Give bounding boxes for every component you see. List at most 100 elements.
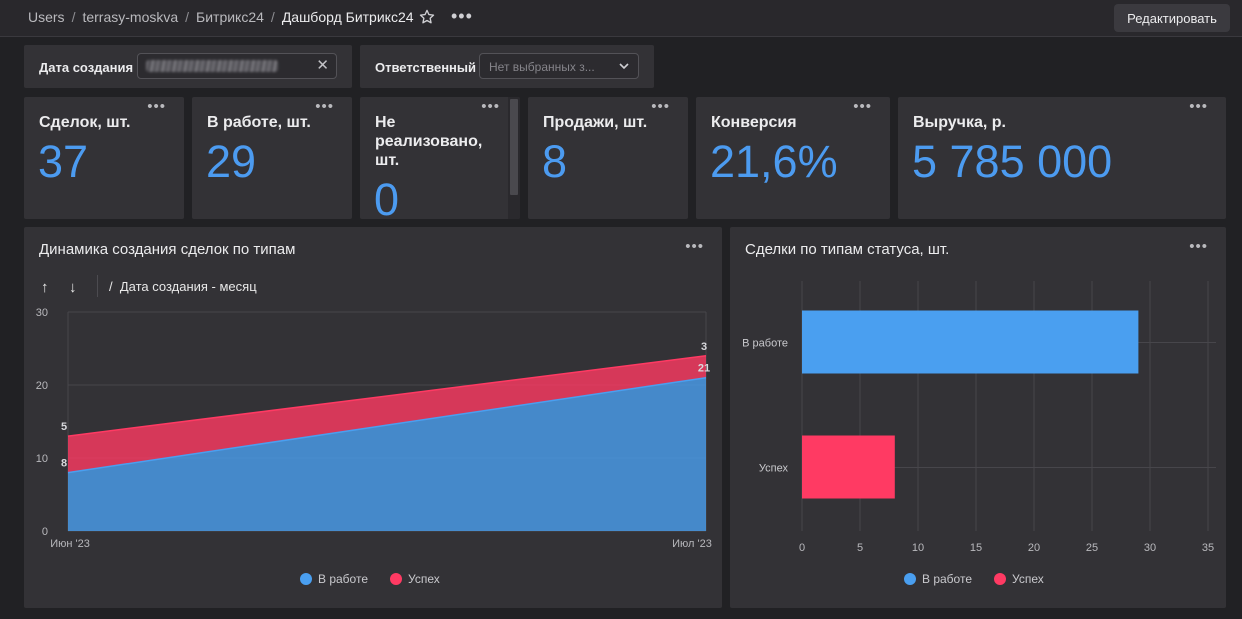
more-icon[interactable]: ••• — [853, 98, 872, 115]
legend-label: Успех — [1012, 572, 1044, 586]
kpi-card-revenue: ••• Выручка, р. 5 785 000 — [898, 97, 1226, 219]
more-icon[interactable]: ••• — [1189, 98, 1208, 115]
data-label: 5 — [61, 421, 67, 433]
legend-swatch — [300, 573, 312, 585]
legend-swatch — [904, 573, 916, 585]
panel-title: Динамика создания сделок по типам — [39, 241, 296, 258]
legend-label: Успех — [408, 572, 440, 586]
y-category-label: Успех — [759, 463, 789, 475]
scrollbar[interactable] — [508, 97, 520, 219]
breadcrumb-current: Дашборд Битрикс24 — [281, 9, 414, 25]
area-series-0 — [68, 377, 706, 531]
kpi-title: Сделок, шт. — [39, 114, 131, 131]
more-icon[interactable]: ••• — [1189, 238, 1208, 255]
kpi-value: 8 — [542, 136, 568, 187]
kpi-value: 21,6% — [710, 136, 838, 187]
more-icon[interactable]: ••• — [147, 98, 166, 115]
date-range-value — [146, 60, 278, 72]
kpi-card-deals: ••• Сделок, шт. 37 — [24, 97, 184, 219]
scrollbar-thumb[interactable] — [510, 99, 518, 195]
chart-legend: В работе Успех — [904, 572, 1044, 586]
kpi-card-not-realized: ••• Не реализовано, шт. 0 — [360, 97, 520, 219]
breadcrumb-separator: / — [270, 9, 275, 25]
series-line-0 — [67, 376, 707, 474]
breadcrumb-workbook[interactable]: terrasy-moskva — [82, 9, 179, 25]
breadcrumb-separator: / — [185, 9, 190, 25]
kpi-card-sales: ••• Продажи, шт. 8 — [528, 97, 688, 219]
kpi-value: 0 — [374, 174, 400, 220]
more-icon[interactable]: ••• — [451, 6, 473, 26]
legend-item-in-progress[interactable]: В работе — [904, 572, 972, 586]
kpi-title: Продажи, шт. — [543, 114, 648, 131]
legend-item-success[interactable]: Успех — [994, 572, 1044, 586]
divider — [97, 275, 98, 297]
x-tick-label: Июл '23 — [672, 538, 712, 550]
bar-chart-panel: Сделки по типам статуса, шт. ••• 0 5 10 15 2… — [730, 227, 1226, 608]
x-tick-label: 30 — [1144, 542, 1156, 554]
x-tick-label: 15 — [970, 542, 982, 554]
kpi-card-in-progress: ••• В работе, шт. 29 — [192, 97, 352, 219]
created-date-input[interactable]: ✕ — [137, 53, 337, 79]
y-tick-label: 20 — [36, 380, 48, 392]
edit-button[interactable]: Редактировать — [1114, 4, 1230, 32]
kpi-value: 29 — [206, 136, 257, 187]
more-icon[interactable]: ••• — [685, 238, 704, 255]
more-icon[interactable]: ••• — [651, 98, 670, 115]
top-bar: Users / terrasy-moskva / Битрикс24 / Дашборд Б… — [0, 0, 1242, 37]
series-line-1 — [67, 355, 707, 437]
area-series-1 — [68, 355, 706, 473]
legend-item-success[interactable]: Успех — [390, 572, 440, 586]
star-icon[interactable] — [418, 8, 436, 26]
bar-1 — [802, 435, 895, 499]
area-chart: 0 10 20 30 8 21 5 3 Июн '23 Июл '23 — [36, 307, 712, 550]
more-icon[interactable]: ••• — [481, 98, 500, 115]
legend-swatch — [994, 573, 1007, 585]
y-tick-label: 0 — [42, 526, 48, 538]
chevron-down-icon — [619, 63, 629, 70]
x-tick-label: 0 — [799, 542, 805, 554]
drill-label: Дата создания - месяц — [119, 279, 257, 294]
y-tick-label: 10 — [36, 453, 48, 465]
sort-down-icon[interactable]: ↓ — [69, 279, 77, 296]
sort-up-icon[interactable]: ↑ — [41, 279, 49, 296]
breadcrumb-separator: / — [71, 9, 76, 25]
x-tick-label: 10 — [912, 542, 924, 554]
bar-chart: 0 5 10 15 20 25 30 35 В работе Успех — [742, 281, 1216, 554]
breadcrumb-folder[interactable]: Битрикс24 — [196, 9, 264, 25]
kpi-title: Не реализовано, шт. — [375, 114, 483, 169]
breadcrumb-users[interactable]: Users — [28, 9, 65, 25]
y-category-label: В работе — [742, 338, 788, 350]
more-icon[interactable]: ••• — [315, 98, 334, 115]
kpi-title: В работе, шт. — [207, 114, 311, 131]
data-label: 21 — [698, 363, 710, 375]
kpi-value: 5 785 000 — [912, 136, 1113, 187]
responsible-placeholder: Нет выбранных з... — [489, 60, 595, 74]
legend-label: В работе — [318, 572, 369, 586]
panel-title: Сделки по типам статуса, шт. — [745, 241, 950, 258]
legend-swatch — [390, 573, 403, 585]
data-label: 8 — [61, 458, 67, 470]
x-tick-label: 35 — [1202, 542, 1214, 554]
bar-0 — [802, 310, 1139, 374]
data-label: 3 — [701, 341, 707, 353]
responsible-select[interactable]: Нет выбранных з... — [479, 53, 639, 79]
breadcrumb: Users / terrasy-moskva / Битрикс24 / Дашборд Б… — [28, 9, 414, 25]
kpi-value: 37 — [38, 136, 89, 187]
kpi-card-conversion: ••• Конверсия 21,6% — [696, 97, 890, 219]
area-chart-panel: Динамика создания сделок по типам ••• ↑ … — [24, 227, 722, 608]
legend-item-in-progress[interactable]: В работе — [300, 572, 368, 586]
close-icon[interactable]: ✕ — [316, 57, 329, 74]
x-tick-label: Июн '23 — [50, 538, 90, 550]
x-tick-label: 25 — [1086, 542, 1098, 554]
y-tick-label: 30 — [36, 307, 48, 319]
legend-label: В работе — [922, 572, 973, 586]
x-tick-label: 20 — [1028, 542, 1040, 554]
chart-legend: В работе Успех — [300, 572, 440, 586]
filter-created-label: Дата создания — [39, 60, 134, 75]
drill-path[interactable]: / Дата создания - месяц — [109, 279, 257, 294]
kpi-title: Выручка, р. — [913, 114, 1006, 131]
kpi-title: Конверсия — [711, 114, 797, 131]
x-tick-label: 5 — [857, 542, 863, 554]
filter-responsible: Ответственный Нет выбранных з... — [360, 45, 654, 88]
filter-created-date: Дата создания ✕ — [24, 45, 352, 88]
